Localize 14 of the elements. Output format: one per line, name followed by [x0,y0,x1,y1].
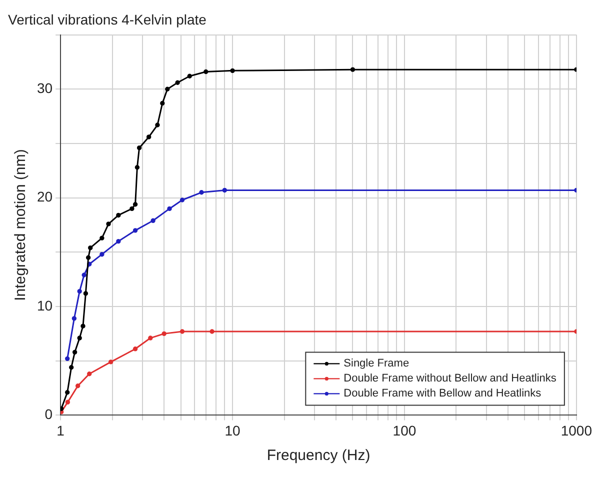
legend-label: Double Frame with Bellow and Heatlinks [344,388,542,400]
x-tick-label: 1 [56,422,65,438]
legend-label: Double Frame without Bellow and Heatlinks [344,372,557,385]
x-tick-label: 100 [392,422,416,438]
y-tick-label: 10 [36,297,53,314]
y-axis-title: Integrated motion (nm) [12,149,30,301]
x-tick-label: 1000 [560,422,592,438]
legend-label: Single Frame [344,358,410,370]
y-tick-label: 0 [44,406,53,422]
y-tick-label: 30 [36,80,53,96]
chart-title: Vertical vibrations 4-Kelvin plate [8,11,207,28]
y-tick-label: 20 [36,188,53,205]
x-axis-title: Frequency (Hz) [266,447,370,464]
x-tick-label: 10 [224,422,241,438]
